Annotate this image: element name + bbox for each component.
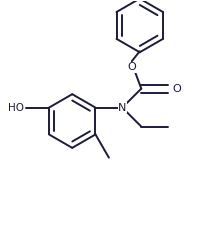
Text: N: N <box>118 103 126 113</box>
Text: O: O <box>128 62 136 72</box>
Text: HO: HO <box>8 103 24 113</box>
Text: O: O <box>172 84 181 94</box>
